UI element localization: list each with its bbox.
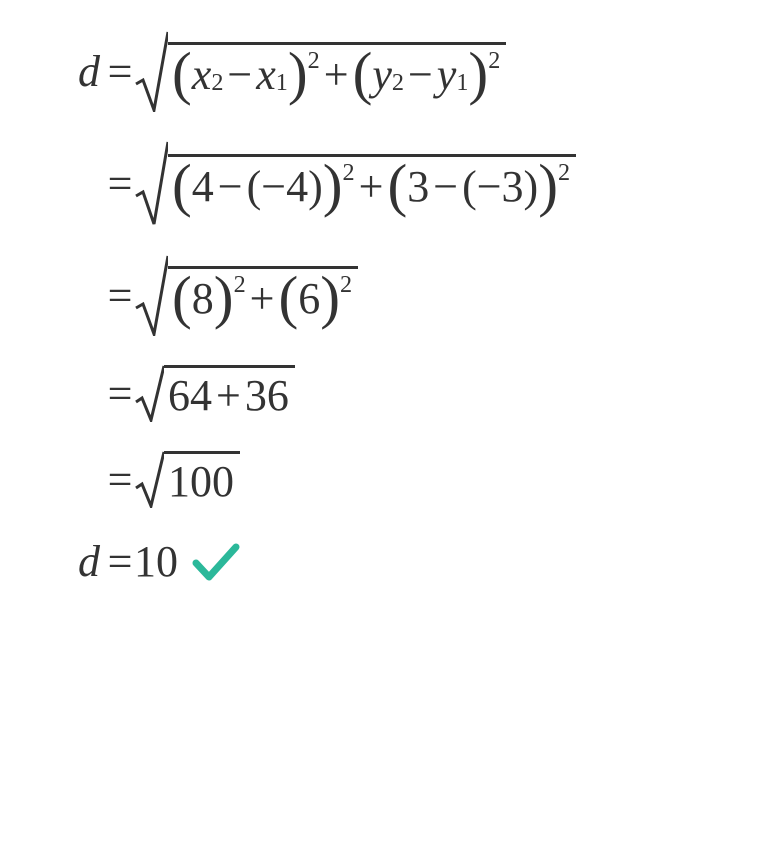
equals-sign: = — [106, 46, 134, 97]
equation-line-3: = ( 8 ) 2 + ( 6 ) 2 — [25, 254, 749, 336]
radicand-2: ( 4 − (−4) ) 2 + ( 3 − (−3) ) 2 — [168, 154, 576, 212]
variable-d: d — [25, 536, 106, 587]
equals-sign: = — [106, 536, 134, 587]
radical-icon — [134, 450, 164, 508]
rhs-6: 10 — [134, 536, 240, 587]
equals-sign: = — [106, 454, 134, 505]
equation-line-6: d = 10 — [25, 536, 749, 587]
radicand-5: 100 — [164, 451, 240, 507]
radicand-3: ( 8 ) 2 + ( 6 ) 2 — [168, 266, 358, 324]
equation-line-4: = 64 + 36 — [25, 364, 749, 422]
rhs-4: 64 + 36 — [134, 364, 295, 422]
result-value: 10 — [134, 536, 178, 587]
sqrt-1: ( x2 − x1 ) 2 + ( y2 − y1 ) 2 — [134, 30, 506, 112]
checkmark-icon — [192, 541, 240, 583]
rhs-2: ( 4 − (−4) ) 2 + ( 3 − (−3) ) 2 — [134, 140, 576, 226]
radical-icon — [134, 364, 164, 422]
sqrt-3: ( 8 ) 2 + ( 6 ) 2 — [134, 254, 358, 336]
sqrt-2: ( 4 − (−4) ) 2 + ( 3 − (−3) ) 2 — [134, 140, 576, 226]
equation-line-5: = 100 — [25, 450, 749, 508]
radicand-4: 64 + 36 — [164, 365, 295, 421]
rhs-5: 100 — [134, 450, 240, 508]
equation-line-1: d = ( x2 − x1 ) 2 + ( y2 − — [25, 30, 749, 112]
variable-d: d — [25, 46, 106, 97]
sqrt-5: 100 — [134, 450, 240, 508]
rhs-3: ( 8 ) 2 + ( 6 ) 2 — [134, 254, 358, 336]
equals-sign: = — [106, 158, 134, 209]
sqrt-4: 64 + 36 — [134, 364, 295, 422]
radical-icon — [134, 140, 168, 226]
equation-line-2: = ( 4 − (−4) ) 2 + ( 3 − (− — [25, 140, 749, 226]
rhs-1: ( x2 − x1 ) 2 + ( y2 − y1 ) 2 — [134, 30, 506, 112]
equals-sign: = — [106, 368, 134, 419]
radical-icon — [134, 30, 168, 112]
equals-sign: = — [106, 270, 134, 321]
radical-icon — [134, 254, 168, 336]
radicand-1: ( x2 − x1 ) 2 + ( y2 − y1 ) 2 — [168, 42, 506, 100]
